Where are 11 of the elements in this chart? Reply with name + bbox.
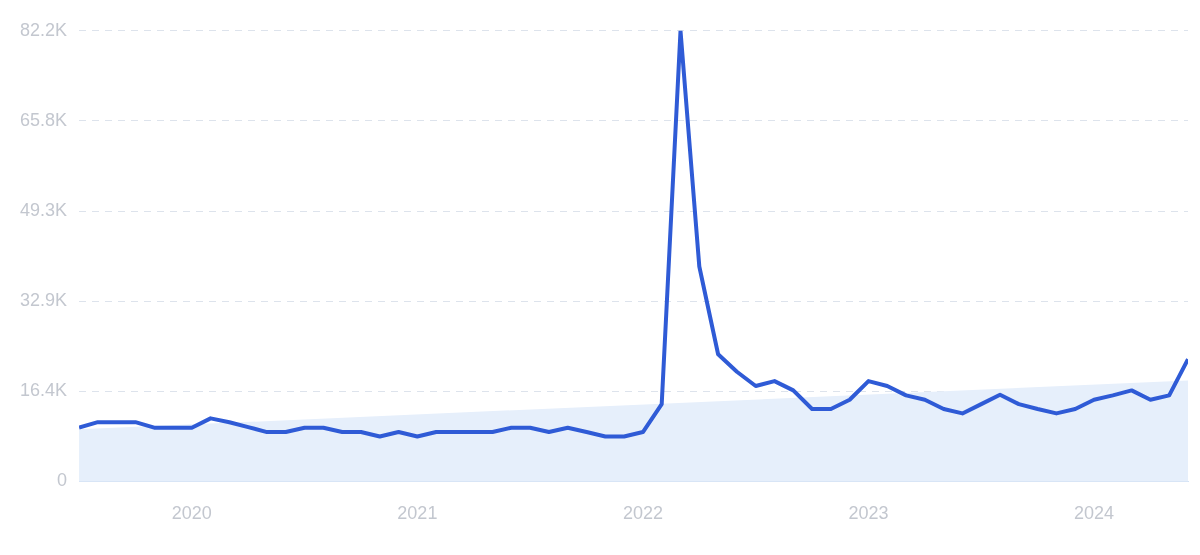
y-tick-label: 0 bbox=[57, 470, 68, 491]
x-tick-label: 2024 bbox=[1074, 503, 1115, 524]
y-tick-label: 32.9K bbox=[19, 290, 68, 311]
x-tick-label: 2023 bbox=[848, 503, 889, 524]
x-tick-label: 2021 bbox=[397, 503, 438, 524]
y-tick-label: 82.2K bbox=[19, 19, 68, 40]
y-tick-label: 65.8K bbox=[19, 109, 68, 130]
x-tick-label: 2022 bbox=[622, 503, 663, 524]
y-tick-label: 49.3K bbox=[19, 200, 68, 221]
y-tick-label: 16.4K bbox=[19, 380, 68, 401]
x-tick-label: 2020 bbox=[171, 503, 212, 524]
